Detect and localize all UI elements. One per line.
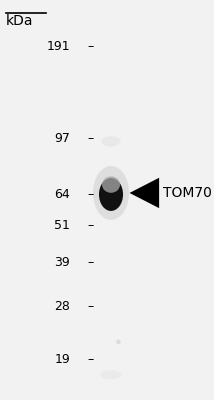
Polygon shape [129,178,159,208]
Text: 64: 64 [55,188,70,202]
Ellipse shape [101,136,121,147]
Ellipse shape [116,340,121,344]
Text: –: – [87,256,93,268]
Text: –: – [87,353,93,366]
Text: –: – [87,40,93,53]
Text: –: – [87,300,93,314]
Text: kDa: kDa [6,14,33,28]
Ellipse shape [100,370,122,379]
Text: 191: 191 [47,40,70,53]
Ellipse shape [93,166,129,220]
Text: TOM70: TOM70 [163,186,212,200]
Text: 19: 19 [55,353,70,366]
Ellipse shape [99,178,123,211]
Text: 28: 28 [54,300,70,314]
Text: –: – [87,188,93,202]
Text: 39: 39 [55,256,70,268]
Text: 97: 97 [54,132,70,145]
Text: –: – [87,132,93,145]
Ellipse shape [102,176,120,193]
Text: –: – [87,219,93,232]
Text: 51: 51 [54,219,70,232]
